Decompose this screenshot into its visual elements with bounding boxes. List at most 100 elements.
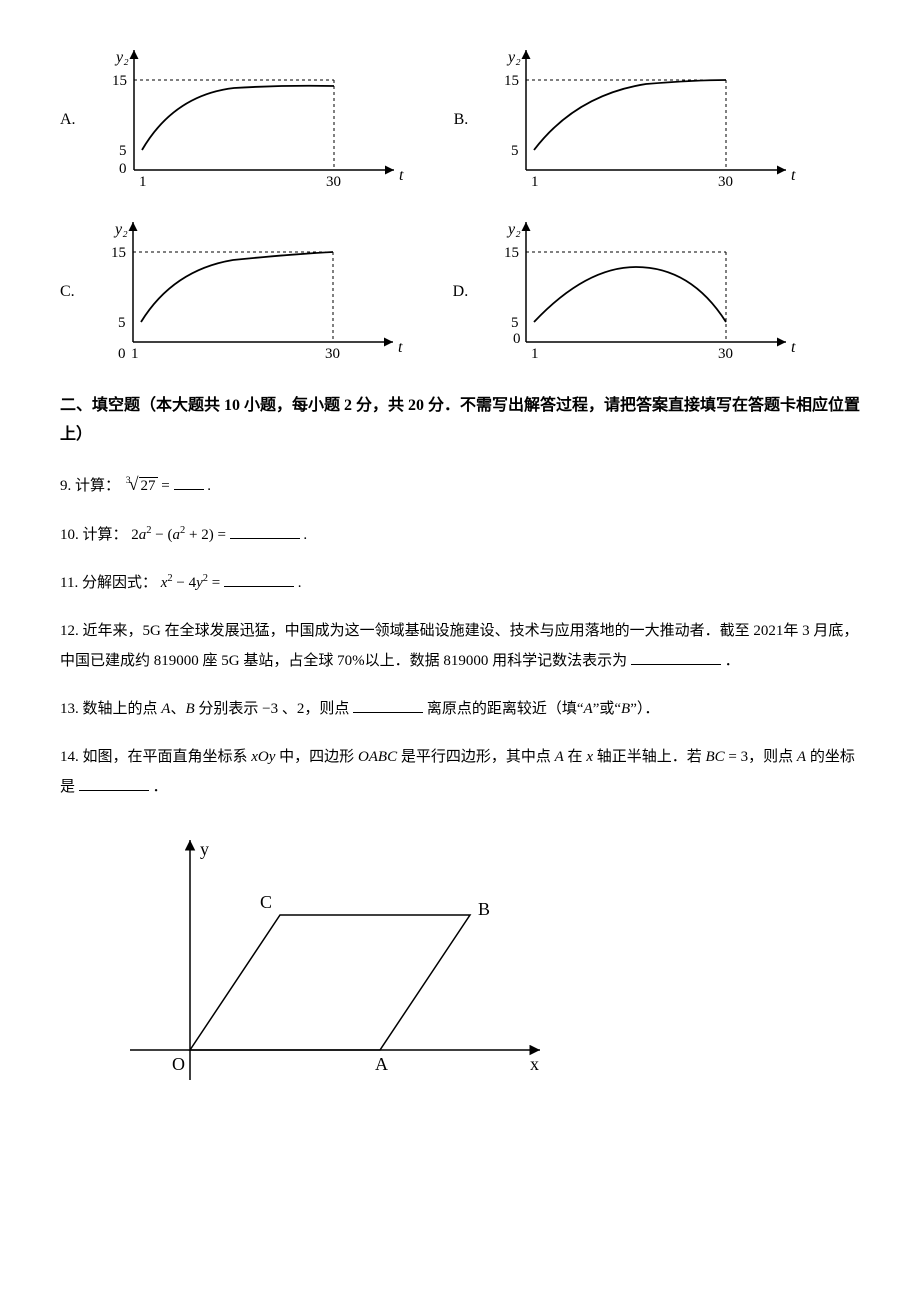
q10-plus: + 2) = bbox=[185, 527, 226, 543]
q11-minus: − 4 bbox=[176, 575, 196, 591]
q14-t2: 中，四边形 bbox=[275, 749, 358, 765]
q11-period: . bbox=[298, 575, 302, 591]
q11-eq: = bbox=[212, 575, 220, 591]
question-14: 14. 如图，在平面直角坐标系 xOy 中，四边形 OABC 是平行四边形，其中… bbox=[60, 742, 860, 802]
chart-c-xlabel: t bbox=[398, 339, 403, 356]
q10-minus: − ( bbox=[155, 527, 172, 543]
q11-y: y bbox=[196, 575, 203, 591]
q13-end: ”）． bbox=[630, 701, 659, 717]
q13-B2: B bbox=[621, 701, 630, 717]
options-row-2: C. y₂ 15 5 0 1 30 t D. bbox=[60, 212, 860, 372]
q10-blank bbox=[230, 524, 300, 539]
q14-t6: = 3，则点 bbox=[725, 749, 797, 765]
chart-b-xlabel: t bbox=[791, 167, 796, 184]
q13-t2: 分别表示 −3 、2，则点 bbox=[195, 701, 350, 717]
q10-sup1: 2 bbox=[146, 525, 151, 536]
para-y-label: y bbox=[200, 839, 209, 859]
chart-d-x30: 30 bbox=[718, 346, 733, 362]
q14-t4: 在 bbox=[564, 749, 587, 765]
question-13: 13. 数轴上的点 A、B 分别表示 −3 、2，则点 离原点的距离较近（填“A… bbox=[60, 694, 860, 724]
q14-num: 14. bbox=[60, 749, 79, 765]
chart-a: y₂ 15 5 0 1 30 t bbox=[84, 40, 414, 200]
chart-b-x1: 1 bbox=[531, 174, 539, 190]
q11-text-before: 分解因式： bbox=[82, 575, 157, 591]
para-A-label: A bbox=[375, 1054, 388, 1074]
chart-c-x30: 30 bbox=[325, 346, 340, 362]
chart-c-ylabel: y₂ bbox=[113, 221, 128, 238]
q13-sep: 、 bbox=[170, 701, 185, 717]
para-O-label: O bbox=[172, 1054, 185, 1074]
q14-A2: A bbox=[797, 749, 806, 765]
option-d-label: D. bbox=[453, 278, 469, 307]
chart-d-y0: 0 bbox=[513, 331, 521, 347]
q14-t5: 轴正半轴上．若 bbox=[593, 749, 706, 765]
q9-text-before: 计算： bbox=[75, 478, 120, 494]
chart-b-x30: 30 bbox=[718, 174, 733, 190]
q11-blank bbox=[224, 572, 294, 587]
q9-num: 9. bbox=[60, 478, 71, 494]
chart-a-x1: 1 bbox=[139, 174, 147, 190]
q9-radicand: 27 bbox=[139, 477, 158, 494]
q14-BC: BC bbox=[706, 749, 725, 765]
q14-x: x bbox=[586, 749, 593, 765]
q13-blank bbox=[353, 698, 423, 713]
q14-figure: y x O A B C bbox=[100, 820, 860, 1110]
q13-num: 13. bbox=[60, 701, 79, 717]
q11-sup2: 2 bbox=[203, 573, 208, 584]
q10-2: 2 bbox=[131, 527, 139, 543]
q9-root-index: 3 bbox=[126, 475, 131, 486]
option-b-label: B. bbox=[454, 106, 469, 135]
q10-period: . bbox=[303, 527, 307, 543]
parallelogram-svg: y x O A B C bbox=[100, 820, 560, 1100]
chart-a-ylabel: y₂ bbox=[114, 49, 129, 66]
para-B-label: B bbox=[478, 899, 490, 919]
q13-or: ”或“ bbox=[593, 701, 621, 717]
chart-c-y5: 5 bbox=[118, 315, 126, 331]
q9-blank bbox=[174, 475, 204, 490]
q13-A2: A bbox=[584, 701, 593, 717]
chart-a-y0: 0 bbox=[119, 161, 127, 177]
q12-period: ． bbox=[725, 653, 740, 669]
q14-t3: 是平行四边形，其中点 bbox=[397, 749, 555, 765]
q14-blank bbox=[79, 776, 149, 791]
option-b: B. y₂ 15 5 1 30 t bbox=[454, 40, 807, 200]
q14-OABC: OABC bbox=[358, 749, 397, 765]
chart-a-y5: 5 bbox=[119, 143, 127, 159]
chart-d-x1: 1 bbox=[531, 346, 539, 362]
question-9: 9. 计算： 3√27 = . bbox=[60, 466, 860, 502]
chart-d: y₂ 15 5 0 1 30 t bbox=[476, 212, 806, 372]
q14-period: ． bbox=[153, 779, 168, 795]
para-C-label: C bbox=[260, 892, 272, 912]
option-a: A. y₂ 15 5 0 1 30 t bbox=[60, 40, 414, 200]
chart-d-xlabel: t bbox=[791, 339, 796, 356]
q9-period: . bbox=[207, 478, 211, 494]
q13-t3: 离原点的距离较近（填“ bbox=[427, 701, 584, 717]
chart-c-y0: 0 bbox=[118, 346, 126, 362]
q13-B: B bbox=[185, 701, 194, 717]
q14-A: A bbox=[555, 749, 564, 765]
para-x-label: x bbox=[530, 1054, 539, 1074]
chart-c-x1: 1 bbox=[131, 346, 139, 362]
chart-b-y15: 15 bbox=[504, 73, 519, 89]
chart-b: y₂ 15 5 1 30 t bbox=[476, 40, 806, 200]
q10-num: 10. bbox=[60, 527, 79, 543]
chart-d-ylabel: y₂ bbox=[506, 221, 521, 238]
option-c: C. y₂ 15 5 0 1 30 t bbox=[60, 212, 413, 372]
q12-blank bbox=[631, 650, 721, 665]
chart-b-ylabel: y₂ bbox=[506, 49, 521, 66]
chart-d-y15: 15 bbox=[504, 245, 519, 261]
option-c-label: C. bbox=[60, 278, 75, 307]
option-d: D. y₂ 15 5 0 1 30 t bbox=[453, 212, 807, 372]
q12-num: 12. bbox=[60, 623, 79, 639]
chart-a-xlabel: t bbox=[399, 167, 404, 184]
question-10: 10. 计算： 2a2 − (a2 + 2) = . bbox=[60, 520, 860, 550]
chart-b-y5: 5 bbox=[511, 143, 519, 159]
q11-sup1: 2 bbox=[167, 573, 172, 584]
q14-t1: 如图，在平面直角坐标系 bbox=[83, 749, 252, 765]
chart-d-y5: 5 bbox=[511, 315, 519, 331]
section-2-title: 二、填空题（本大题共 10 小题，每小题 2 分，共 20 分．不需写出解答过程… bbox=[60, 392, 860, 450]
option-a-label: A. bbox=[60, 106, 76, 135]
chart-a-y15: 15 bbox=[112, 73, 127, 89]
q13-t1: 数轴上的点 bbox=[83, 701, 162, 717]
q10-a2: a bbox=[172, 527, 180, 543]
